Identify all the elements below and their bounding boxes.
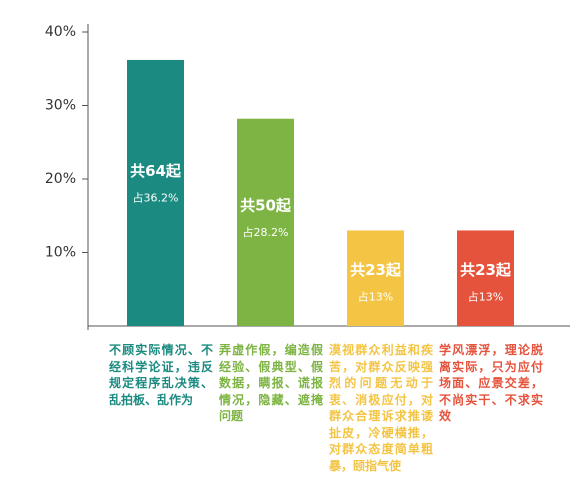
bar: [457, 230, 514, 326]
bar: [347, 230, 404, 326]
bar: [237, 118, 294, 326]
count-label: 共64起: [130, 162, 182, 180]
value-label: 占28.2%: [243, 225, 289, 239]
category-label: 不顾实际情况、不经科学论证，违反规定程序乱决策、乱拍板、乱作为: [109, 343, 213, 407]
value-label: 占13%: [358, 290, 393, 304]
y-tick-label: 40%: [45, 24, 76, 40]
category-label: 学风漂浮，理论脱离实际，只为应付场面、应景交差，不尚实干、不求实效: [439, 343, 543, 423]
count-label: 共23起: [460, 261, 512, 279]
value-label: 占36.2%: [133, 191, 179, 205]
category-label: 弄虚作假，编造假经验、假典型、假数据，瞒报、谎报情况，隐藏、遮掩问题: [219, 343, 323, 423]
bar: [127, 59, 184, 327]
count-label: 共50起: [240, 196, 292, 214]
y-tick-label: 30%: [45, 98, 76, 114]
y-tick-label: 10%: [45, 245, 76, 261]
y-tick-label: 20%: [45, 171, 76, 187]
value-label: 占13%: [468, 290, 503, 304]
category-label: 漠视群众利益和疾苦，对群众反映强烈的问题无动于衷、消极应付，对群众合理诉求推诿扯…: [329, 343, 433, 473]
count-label: 共23起: [350, 261, 402, 279]
